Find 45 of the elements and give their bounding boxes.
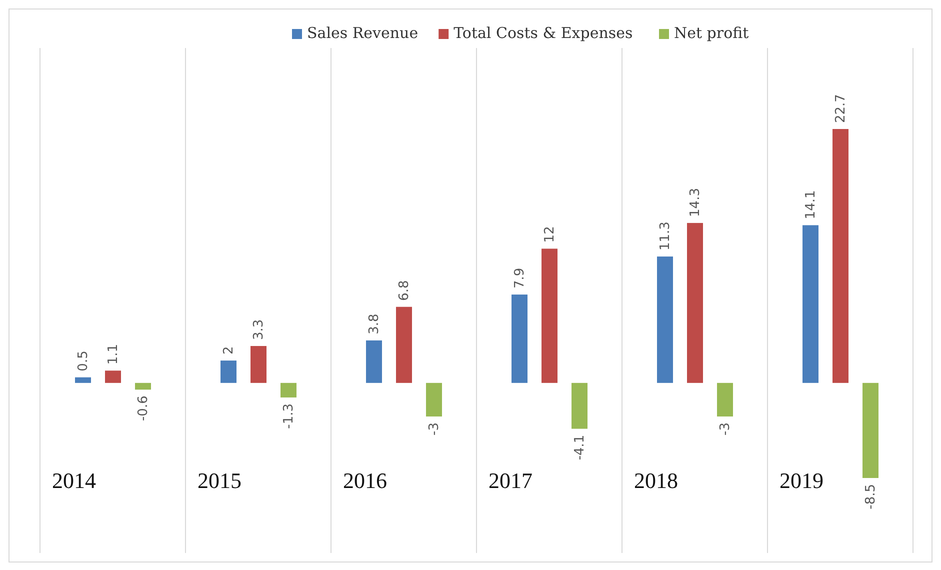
data-label: 11.3 <box>658 222 673 251</box>
bar <box>687 222 703 383</box>
data-label: 14.3 <box>688 188 703 217</box>
legend-label: Sales Revenue <box>307 24 418 42</box>
bar <box>396 306 412 383</box>
legend-label: Total Costs & Expenses <box>454 24 633 42</box>
data-label: -8.5 <box>864 484 878 510</box>
data-label: -3 <box>718 422 733 436</box>
data-label: 0.5 <box>76 350 91 372</box>
legend-label: Net profit <box>674 24 749 42</box>
data-label: -4.1 <box>572 434 588 460</box>
data-label: 6.8 <box>397 280 412 301</box>
data-label: 12 <box>542 226 558 243</box>
data-label: -3 <box>427 422 442 436</box>
data-label: -1.3 <box>282 403 296 429</box>
bar <box>280 382 296 398</box>
bar <box>802 225 818 383</box>
data-label: 22.7 <box>834 94 848 123</box>
bar <box>542 248 558 383</box>
bar <box>862 382 878 478</box>
bar <box>366 340 382 383</box>
data-label: 7.9 <box>512 268 528 289</box>
bar <box>717 382 733 416</box>
bar <box>832 129 848 383</box>
x-tick-label: 2015 <box>198 468 242 493</box>
data-label: 3.3 <box>252 319 266 340</box>
x-tick-label: 2018 <box>634 468 678 493</box>
bar <box>75 377 91 383</box>
bar <box>135 382 151 390</box>
data-label: 14.1 <box>804 190 818 220</box>
bar <box>105 370 121 383</box>
x-tick-label: 2019 <box>780 468 824 493</box>
data-label: 2 <box>222 346 236 355</box>
data-label: 3.8 <box>367 314 382 334</box>
bar <box>572 382 588 429</box>
x-tick-label: 2017 <box>488 468 532 493</box>
bar <box>426 382 442 416</box>
data-label: 1.1 <box>106 344 121 365</box>
bar <box>512 294 528 383</box>
x-tick-label: 2014 <box>52 468 96 493</box>
bar <box>657 256 673 383</box>
bar <box>220 360 236 383</box>
bar <box>250 346 266 383</box>
x-tick-label: 2016 <box>343 468 387 493</box>
data-label: -0.6 <box>136 396 151 422</box>
